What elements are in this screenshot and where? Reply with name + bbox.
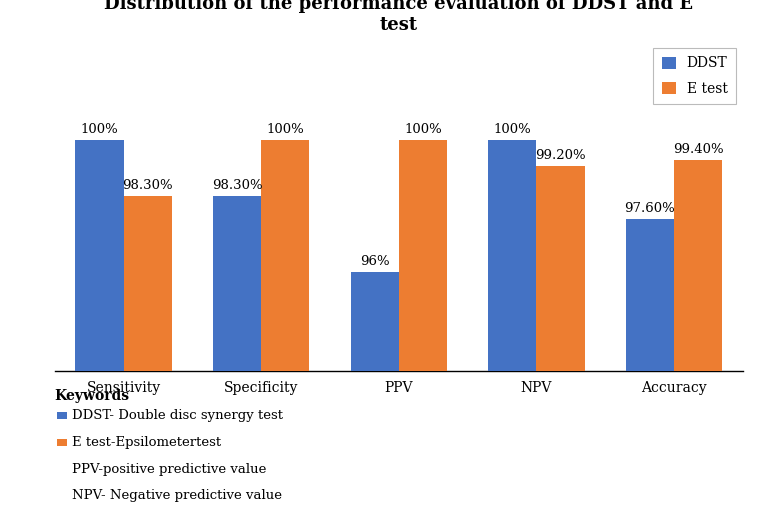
Text: 99.20%: 99.20%	[535, 149, 586, 163]
Bar	[674, 160, 723, 515]
Bar	[399, 140, 447, 515]
Bar	[350, 272, 399, 515]
Bar	[626, 219, 674, 515]
Text: 98.30%: 98.30%	[122, 179, 173, 192]
Bar	[124, 196, 172, 515]
Text: 100%: 100%	[493, 123, 531, 136]
Text: 98.30%: 98.30%	[212, 179, 263, 192]
Bar	[488, 140, 536, 515]
Text: 100%: 100%	[81, 123, 118, 136]
Text: NPV- Negative predictive value: NPV- Negative predictive value	[72, 489, 282, 503]
Text: 100%: 100%	[267, 123, 304, 136]
Bar	[261, 140, 310, 515]
Title: Distribution of the performance evaluation of DDST and E
test: Distribution of the performance evaluati…	[104, 0, 694, 34]
Text: Keywords: Keywords	[55, 389, 130, 403]
Legend: DDST, E test: DDST, E test	[654, 48, 736, 104]
Text: 99.40%: 99.40%	[673, 143, 723, 156]
Text: DDST- Double disc synergy test: DDST- Double disc synergy test	[72, 409, 283, 422]
Text: E test-Epsilometertest: E test-Epsilometertest	[72, 436, 221, 449]
Bar	[213, 196, 261, 515]
Text: 96%: 96%	[360, 255, 389, 268]
Bar	[75, 140, 124, 515]
Text: PPV-positive predictive value: PPV-positive predictive value	[72, 462, 267, 476]
Bar	[536, 166, 585, 515]
Text: 97.60%: 97.60%	[625, 202, 676, 215]
Text: 100%: 100%	[404, 123, 442, 136]
